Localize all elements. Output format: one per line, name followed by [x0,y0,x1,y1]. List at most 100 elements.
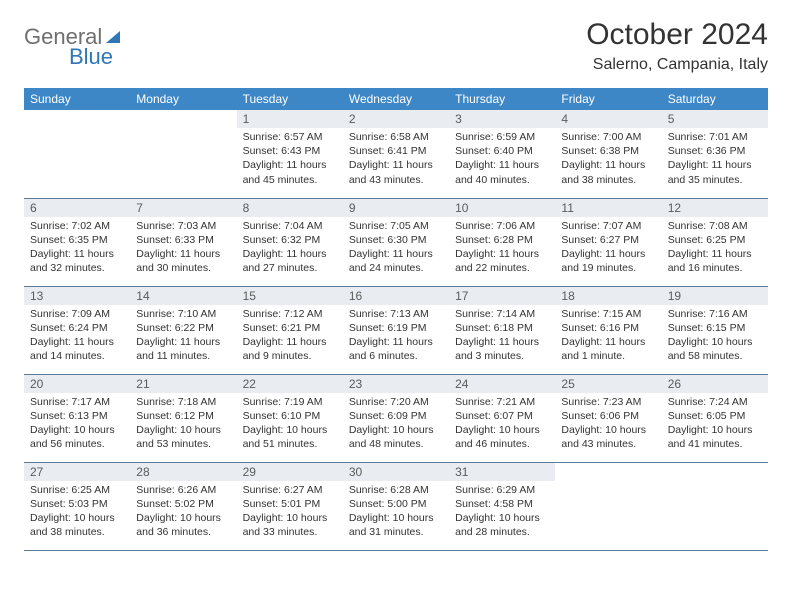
sunrise-text: Sunrise: 6:27 AM [243,483,337,497]
day-number: 22 [237,375,343,393]
calendar-cell: 1Sunrise: 6:57 AMSunset: 6:43 PMDaylight… [237,110,343,198]
sunrise-text: Sunrise: 6:57 AM [243,130,337,144]
daylight-text: Daylight: 10 hours and 31 minutes. [349,511,443,539]
cell-body: Sunrise: 7:06 AMSunset: 6:28 PMDaylight:… [449,217,555,280]
sunrise-text: Sunrise: 6:58 AM [349,130,443,144]
daylight-text: Daylight: 10 hours and 48 minutes. [349,423,443,451]
day-number: 9 [343,199,449,217]
sunrise-text: Sunrise: 7:01 AM [668,130,762,144]
calendar-cell: 24Sunrise: 7:21 AMSunset: 6:07 PMDayligh… [449,374,555,462]
day-number: 27 [24,463,130,481]
calendar-cell: 18Sunrise: 7:15 AMSunset: 6:16 PMDayligh… [555,286,661,374]
sunset-text: Sunset: 6:28 PM [455,233,549,247]
daylight-text: Daylight: 11 hours and 35 minutes. [668,158,762,186]
cell-body: Sunrise: 7:18 AMSunset: 6:12 PMDaylight:… [130,393,236,456]
sunrise-text: Sunrise: 7:12 AM [243,307,337,321]
sunset-text: Sunset: 6:30 PM [349,233,443,247]
cell-body: Sunrise: 7:08 AMSunset: 6:25 PMDaylight:… [662,217,768,280]
sunrise-text: Sunrise: 7:14 AM [455,307,549,321]
day-number: 12 [662,199,768,217]
day-header: Saturday [662,88,768,110]
sunset-text: Sunset: 6:32 PM [243,233,337,247]
calendar-cell [555,462,661,550]
sunset-text: Sunset: 6:27 PM [561,233,655,247]
cell-body: Sunrise: 7:02 AMSunset: 6:35 PMDaylight:… [24,217,130,280]
calendar-cell: 20Sunrise: 7:17 AMSunset: 6:13 PMDayligh… [24,374,130,462]
cell-body: Sunrise: 7:04 AMSunset: 6:32 PMDaylight:… [237,217,343,280]
sunrise-text: Sunrise: 7:18 AM [136,395,230,409]
cell-body: Sunrise: 7:05 AMSunset: 6:30 PMDaylight:… [343,217,449,280]
daylight-text: Daylight: 11 hours and 6 minutes. [349,335,443,363]
calendar-cell: 12Sunrise: 7:08 AMSunset: 6:25 PMDayligh… [662,198,768,286]
day-number: 18 [555,287,661,305]
cell-body: Sunrise: 6:29 AMSunset: 4:58 PMDaylight:… [449,481,555,544]
cell-body: Sunrise: 6:25 AMSunset: 5:03 PMDaylight:… [24,481,130,544]
calendar-cell: 15Sunrise: 7:12 AMSunset: 6:21 PMDayligh… [237,286,343,374]
cell-body: Sunrise: 7:15 AMSunset: 6:16 PMDaylight:… [555,305,661,368]
day-header: Wednesday [343,88,449,110]
day-number: 25 [555,375,661,393]
sunset-text: Sunset: 5:01 PM [243,497,337,511]
day-number: 13 [24,287,130,305]
sunrise-text: Sunrise: 7:00 AM [561,130,655,144]
sunset-text: Sunset: 6:41 PM [349,144,443,158]
sunset-text: Sunset: 6:05 PM [668,409,762,423]
calendar-cell: 23Sunrise: 7:20 AMSunset: 6:09 PMDayligh… [343,374,449,462]
calendar-row: 13Sunrise: 7:09 AMSunset: 6:24 PMDayligh… [24,286,768,374]
sunset-text: Sunset: 6:18 PM [455,321,549,335]
cell-body: Sunrise: 6:57 AMSunset: 6:43 PMDaylight:… [237,128,343,191]
sunset-text: Sunset: 6:07 PM [455,409,549,423]
day-number: 23 [343,375,449,393]
sunset-text: Sunset: 6:13 PM [30,409,124,423]
cell-body: Sunrise: 7:07 AMSunset: 6:27 PMDaylight:… [555,217,661,280]
calendar-cell: 9Sunrise: 7:05 AMSunset: 6:30 PMDaylight… [343,198,449,286]
calendar-cell: 13Sunrise: 7:09 AMSunset: 6:24 PMDayligh… [24,286,130,374]
sunset-text: Sunset: 6:10 PM [243,409,337,423]
daylight-text: Daylight: 11 hours and 1 minute. [561,335,655,363]
cell-body: Sunrise: 7:03 AMSunset: 6:33 PMDaylight:… [130,217,236,280]
sunrise-text: Sunrise: 7:06 AM [455,219,549,233]
day-header: Tuesday [237,88,343,110]
calendar-cell [130,110,236,198]
daylight-text: Daylight: 10 hours and 28 minutes. [455,511,549,539]
calendar-cell: 10Sunrise: 7:06 AMSunset: 6:28 PMDayligh… [449,198,555,286]
day-number: 31 [449,463,555,481]
calendar-cell: 2Sunrise: 6:58 AMSunset: 6:41 PMDaylight… [343,110,449,198]
page-title: October 2024 [586,18,768,52]
day-number: 2 [343,110,449,128]
cell-body: Sunrise: 7:00 AMSunset: 6:38 PMDaylight:… [555,128,661,191]
day-number: 11 [555,199,661,217]
cell-body: Sunrise: 7:16 AMSunset: 6:15 PMDaylight:… [662,305,768,368]
day-number: 19 [662,287,768,305]
calendar-cell: 19Sunrise: 7:16 AMSunset: 6:15 PMDayligh… [662,286,768,374]
sunrise-text: Sunrise: 6:25 AM [30,483,124,497]
cell-body: Sunrise: 7:21 AMSunset: 6:07 PMDaylight:… [449,393,555,456]
sunset-text: Sunset: 6:19 PM [349,321,443,335]
cell-body: Sunrise: 7:09 AMSunset: 6:24 PMDaylight:… [24,305,130,368]
day-number: 30 [343,463,449,481]
daylight-text: Daylight: 10 hours and 33 minutes. [243,511,337,539]
sunrise-text: Sunrise: 6:29 AM [455,483,549,497]
calendar-row: 20Sunrise: 7:17 AMSunset: 6:13 PMDayligh… [24,374,768,462]
day-number: 15 [237,287,343,305]
day-number: 3 [449,110,555,128]
sunrise-text: Sunrise: 7:10 AM [136,307,230,321]
cell-body: Sunrise: 7:23 AMSunset: 6:06 PMDaylight:… [555,393,661,456]
sunset-text: Sunset: 6:38 PM [561,144,655,158]
sunset-text: Sunset: 6:06 PM [561,409,655,423]
daylight-text: Daylight: 11 hours and 14 minutes. [30,335,124,363]
calendar-row: 6Sunrise: 7:02 AMSunset: 6:35 PMDaylight… [24,198,768,286]
sunrise-text: Sunrise: 7:03 AM [136,219,230,233]
sunset-text: Sunset: 6:09 PM [349,409,443,423]
daylight-text: Daylight: 11 hours and 24 minutes. [349,247,443,275]
day-number: 4 [555,110,661,128]
sunrise-text: Sunrise: 7:24 AM [668,395,762,409]
calendar-cell: 5Sunrise: 7:01 AMSunset: 6:36 PMDaylight… [662,110,768,198]
sunset-text: Sunset: 6:40 PM [455,144,549,158]
sunrise-text: Sunrise: 7:08 AM [668,219,762,233]
cell-body: Sunrise: 7:12 AMSunset: 6:21 PMDaylight:… [237,305,343,368]
daylight-text: Daylight: 11 hours and 9 minutes. [243,335,337,363]
daylight-text: Daylight: 10 hours and 41 minutes. [668,423,762,451]
sunset-text: Sunset: 6:16 PM [561,321,655,335]
daylight-text: Daylight: 11 hours and 11 minutes. [136,335,230,363]
